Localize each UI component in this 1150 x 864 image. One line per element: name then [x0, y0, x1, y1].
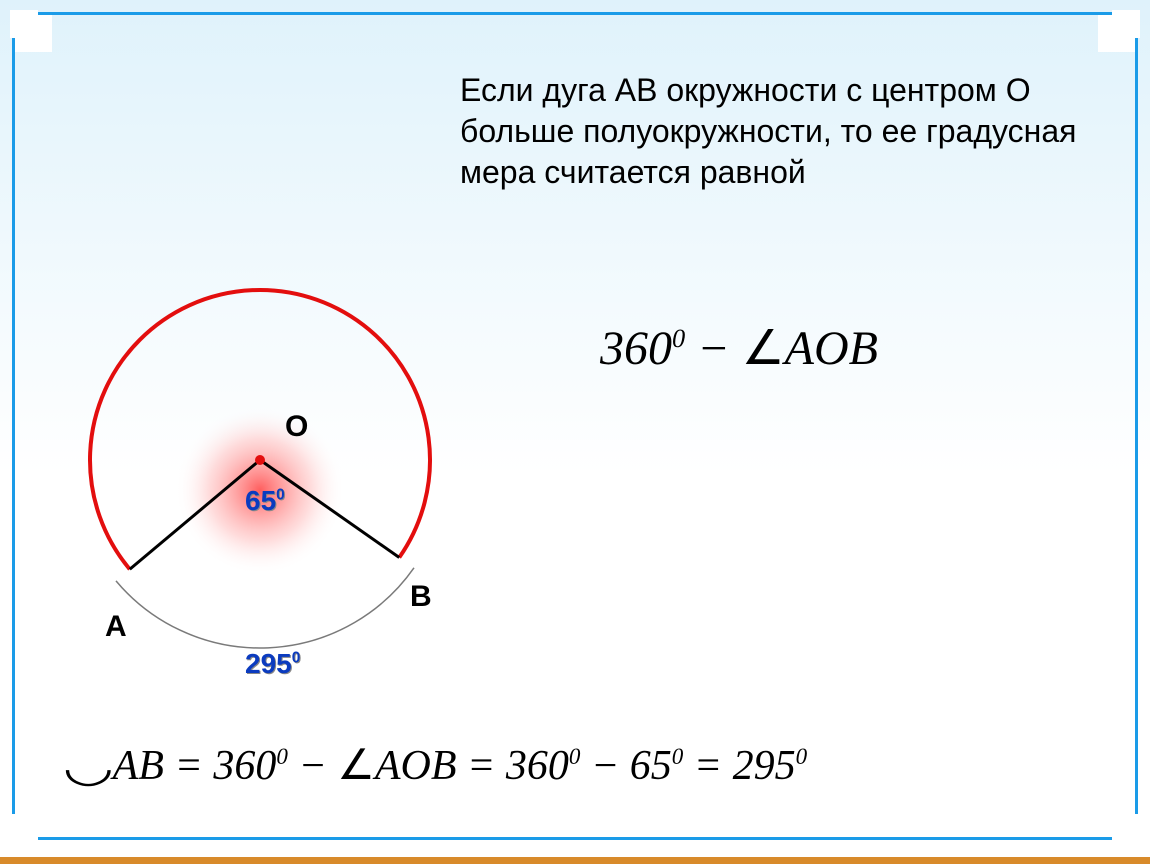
n1: 360: [213, 743, 276, 789]
angle-icon: ∠: [742, 322, 785, 375]
aob: AOB: [785, 322, 878, 375]
arc-ab: AB: [113, 743, 164, 789]
formula-main: 3600 − ∠AOB: [600, 320, 878, 376]
n3: 65: [630, 743, 672, 789]
frame-notch: [1112, 10, 1140, 38]
arc-sup: 0: [292, 650, 301, 667]
minus: −: [685, 322, 741, 375]
frame-notch: [10, 10, 38, 38]
arc-label: 2950: [245, 648, 300, 680]
m2: −: [580, 743, 629, 789]
n2: 360: [506, 743, 569, 789]
n4: 295: [733, 743, 796, 789]
eq2: =: [457, 743, 506, 789]
aob1: AOB: [375, 743, 457, 789]
s4: 0: [796, 743, 808, 769]
frame-notch: [10, 814, 38, 842]
angle-sup: 0: [276, 487, 285, 504]
label-O: O: [285, 410, 308, 444]
label-A: A: [105, 610, 127, 644]
formula-bottom: ◡AB = 3600 − ∠AOB = 3600 − 650 = 2950: [70, 740, 807, 790]
deg360: 360: [600, 322, 672, 375]
arc-val: 295: [245, 648, 292, 679]
angle-label: 650: [245, 485, 285, 517]
eq1: =: [164, 743, 213, 789]
s3: 0: [672, 743, 684, 769]
label-B: B: [410, 580, 432, 614]
slide-page: Если дуга АВ окружности с центром О боль…: [0, 0, 1150, 864]
frame-notch: [1112, 814, 1140, 842]
s1: 0: [276, 743, 288, 769]
angle-val: 65: [245, 485, 276, 516]
ang1: ∠: [337, 743, 375, 789]
circle-diagram: O A B 650 2950: [50, 250, 470, 710]
sup0: 0: [672, 323, 685, 353]
m1: −: [288, 743, 337, 789]
arc-icon: ◡: [63, 742, 114, 792]
eq3: =: [683, 743, 732, 789]
slide-baseline: [0, 857, 1150, 864]
s2: 0: [569, 743, 581, 769]
theorem-text: Если дуга АВ окружности с центром О боль…: [460, 70, 1090, 193]
